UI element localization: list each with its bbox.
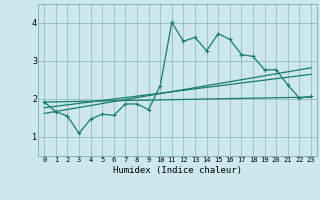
X-axis label: Humidex (Indice chaleur): Humidex (Indice chaleur): [113, 166, 242, 175]
